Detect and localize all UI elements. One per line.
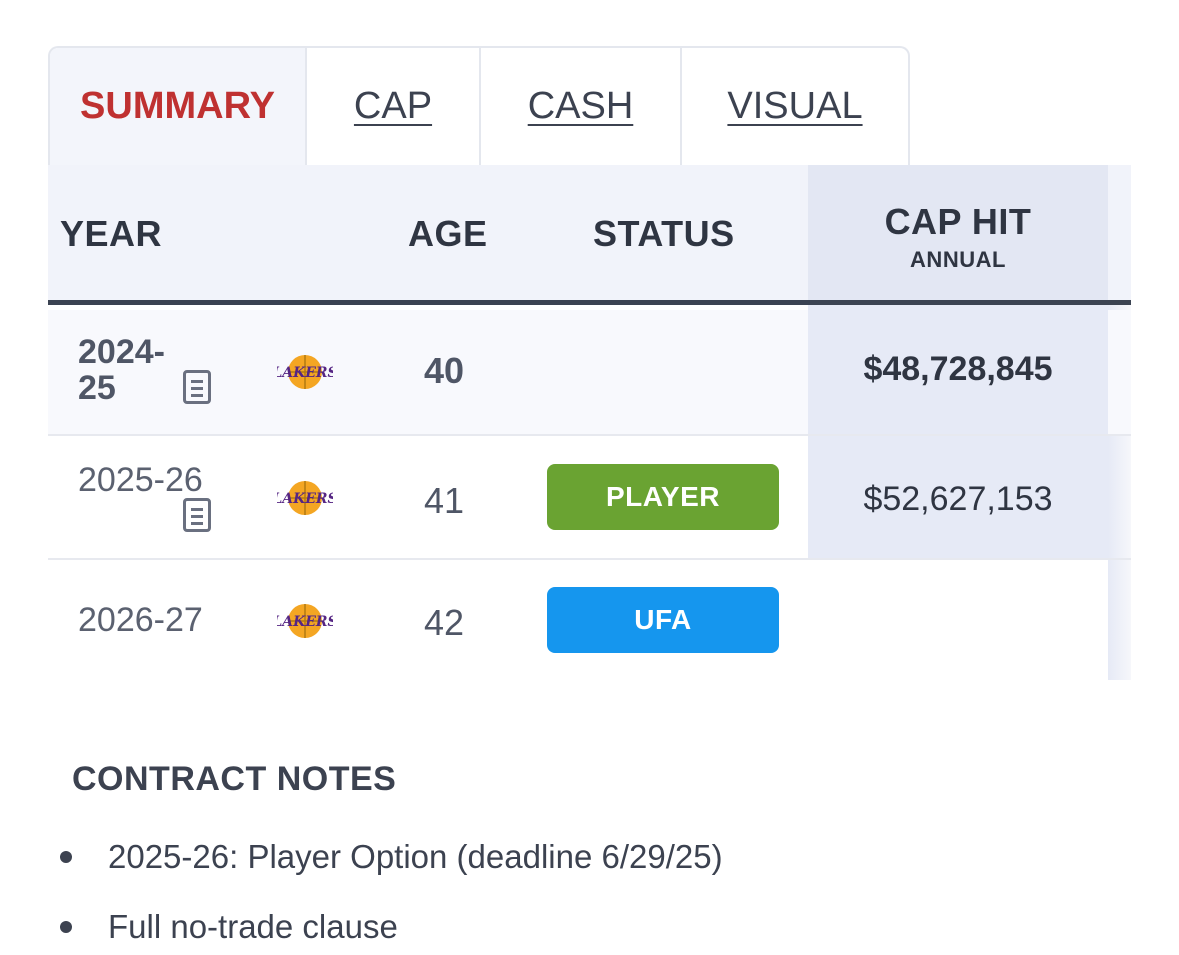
bullet — [60, 921, 72, 933]
status-badge: PLAYER — [547, 464, 779, 530]
lakers-logo-icon: LAKERS — [277, 481, 333, 515]
table-row: 2025-26 LAKERS 41 PLAYER $52,627,153 — [48, 436, 1131, 560]
year-cell: 2025-26 — [78, 461, 203, 499]
tab-cap[interactable]: CAP — [307, 48, 481, 165]
svg-text:LAKERS: LAKERS — [277, 491, 333, 507]
svg-text:LAKERS: LAKERS — [277, 614, 333, 630]
header-cap-hit-label: CAP HIT — [884, 201, 1032, 242]
contract-tabs: SUMMARY CAP CASH VISUAL — [48, 46, 910, 165]
document-icon[interactable] — [183, 370, 211, 404]
note-text: Full no-trade clause — [108, 908, 398, 945]
status-badge: UFA — [547, 587, 779, 653]
svg-text:LAKERS: LAKERS — [277, 365, 333, 381]
age-cell: 41 — [424, 480, 465, 521]
header-cap-hit[interactable]: CAP HIT ANNUAL — [808, 201, 1108, 273]
table-row: 2026-27 LAKERS 42 UFA — [48, 560, 1131, 684]
header-age[interactable]: AGE — [408, 213, 488, 254]
header-year[interactable]: YEAR — [60, 213, 163, 254]
tab-cash[interactable]: CASH — [481, 48, 682, 165]
table-row: 2024- 25 LAKERS 40 $48,728,845 — [48, 310, 1131, 436]
bullet — [60, 851, 72, 863]
cap-hit-cell: $48,728,845 — [863, 350, 1053, 388]
document-icon[interactable] — [183, 498, 211, 532]
list-item: 2025-26: Player Option (deadline 6/29/25… — [60, 838, 723, 876]
contract-notes-title: CONTRACT NOTES — [72, 760, 397, 798]
lakers-logo-icon: LAKERS — [277, 355, 333, 389]
lakers-logo-icon: LAKERS — [277, 604, 333, 638]
list-item: Full no-trade clause — [60, 908, 398, 946]
header-cap-hit-sub: ANNUAL — [910, 247, 1006, 272]
year-cell: 2026-27 — [78, 601, 203, 639]
table-header: YEAR AGE STATUS CAP HIT ANNUAL — [48, 165, 1131, 305]
header-status[interactable]: STATUS — [593, 213, 735, 254]
tab-summary[interactable]: SUMMARY — [50, 48, 307, 165]
note-text: 2025-26: Player Option (deadline 6/29/25… — [108, 838, 723, 875]
year-cell: 2024- 25 — [78, 333, 165, 407]
tab-visual[interactable]: VISUAL — [727, 85, 863, 127]
cap-hit-cell: $52,627,153 — [863, 480, 1053, 518]
age-cell: 40 — [424, 350, 465, 391]
age-cell: 42 — [424, 602, 465, 643]
